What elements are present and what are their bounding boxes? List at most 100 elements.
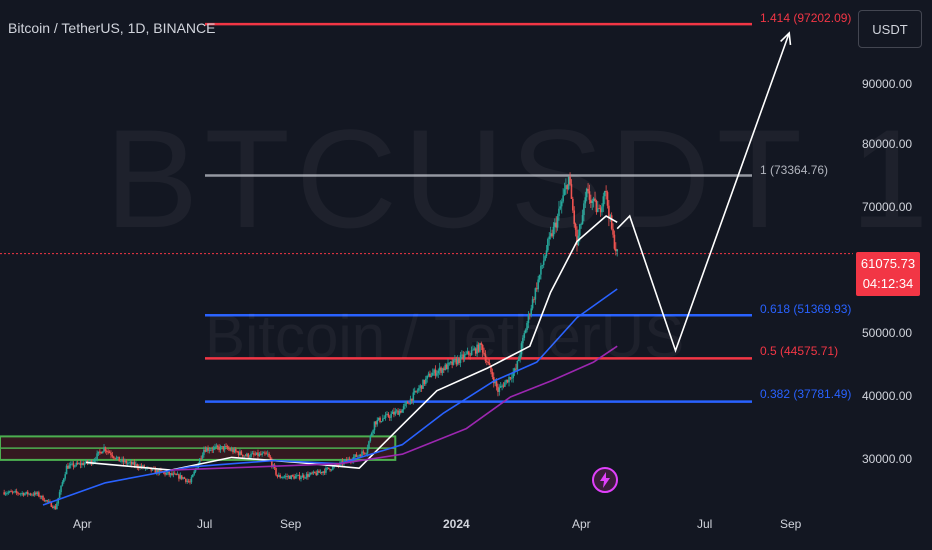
price-axis-label: 90000.00	[862, 77, 913, 91]
candle-body	[315, 473, 318, 476]
candle-body	[176, 474, 179, 476]
candle-body	[598, 208, 600, 210]
candle-body	[89, 460, 91, 463]
candle-body	[358, 455, 361, 457]
candle-body	[468, 351, 470, 355]
candle-body	[100, 451, 103, 454]
candle-body	[513, 368, 516, 373]
candle-body	[243, 455, 245, 457]
candle-body	[588, 191, 591, 200]
candle-body	[454, 359, 456, 361]
candle-body	[290, 475, 293, 479]
candle-body	[7, 492, 10, 494]
candle-body	[362, 451, 365, 453]
candle-body	[81, 463, 83, 466]
candle-body	[480, 343, 483, 345]
candle-body	[535, 288, 538, 290]
candle-body	[562, 195, 564, 202]
candle-body	[409, 398, 412, 404]
candle-body	[347, 459, 349, 462]
candle-body	[413, 390, 416, 393]
candle-body	[476, 344, 478, 354]
candle-body	[590, 199, 592, 204]
candle-body	[71, 463, 73, 465]
candle-body	[251, 453, 254, 455]
fib-label-0618: 0.618 (51369.93)	[760, 302, 852, 316]
candle-body	[51, 506, 54, 508]
candle-body	[107, 451, 109, 453]
currency-unit-button[interactable]: USDT	[858, 10, 922, 48]
candle-body	[423, 379, 426, 384]
candle-body	[394, 411, 397, 415]
time-axis-label: Sep	[780, 517, 802, 531]
candle-body	[304, 477, 306, 479]
candle-body	[377, 417, 380, 420]
candle-body	[112, 456, 115, 458]
candle-body	[610, 215, 613, 229]
candle-body	[130, 461, 133, 465]
candle-body	[67, 465, 69, 469]
candle-body	[609, 215, 612, 219]
candle-body	[606, 192, 609, 206]
candle-body	[474, 348, 477, 354]
time-axis-label: Jul	[697, 517, 713, 531]
candle-body	[390, 413, 392, 418]
candle-body	[376, 419, 379, 425]
candle-body	[118, 456, 121, 462]
candle-body	[215, 445, 218, 447]
candle-body	[580, 224, 582, 225]
candle-body	[265, 453, 268, 455]
candle-body	[129, 461, 132, 463]
candle-body	[547, 239, 549, 251]
candle-body	[545, 250, 548, 257]
candle-body	[404, 403, 406, 407]
candle-body	[121, 459, 123, 462]
candle-body	[172, 473, 175, 476]
candle-body	[544, 256, 546, 261]
candle-body	[437, 370, 440, 374]
candle-body	[33, 492, 36, 496]
candle-body	[93, 460, 96, 462]
candle-body	[567, 176, 570, 190]
candle-body	[296, 475, 298, 477]
candle-body	[613, 234, 616, 249]
candle-body	[495, 381, 498, 387]
candle-body	[244, 455, 247, 457]
moving-average-line	[170, 345, 618, 471]
candle-body	[282, 477, 284, 479]
candle-body	[82, 463, 85, 466]
candle-body	[431, 372, 434, 376]
candle-body	[186, 480, 189, 482]
candle-body	[411, 398, 413, 401]
candle-body	[276, 474, 279, 477]
candle-body	[164, 472, 166, 475]
candle-body	[264, 452, 266, 454]
candle-body	[175, 473, 177, 475]
flash-icon[interactable]	[591, 466, 619, 494]
candle-body	[312, 471, 315, 474]
candle-body	[39, 496, 42, 498]
candle-body	[484, 354, 487, 362]
candle-body	[246, 453, 248, 456]
candle-body	[279, 475, 281, 478]
candle-body	[223, 446, 226, 450]
candle-body	[534, 288, 537, 300]
candle-body	[596, 208, 599, 213]
candle-body	[26, 491, 29, 495]
candle-body	[79, 463, 82, 466]
candle-body	[508, 377, 510, 383]
candle-body	[103, 447, 105, 452]
candle-body	[115, 457, 118, 459]
candle-body	[193, 471, 195, 475]
candle-body	[555, 222, 557, 228]
candle-body	[72, 463, 75, 467]
candle-body	[198, 458, 201, 464]
candle-body	[280, 477, 283, 479]
candle-body	[35, 492, 37, 495]
candle-body	[226, 446, 229, 449]
candle-body	[254, 454, 257, 456]
candle-body	[548, 236, 551, 240]
candle-body	[401, 409, 404, 413]
candle-body	[581, 215, 584, 225]
